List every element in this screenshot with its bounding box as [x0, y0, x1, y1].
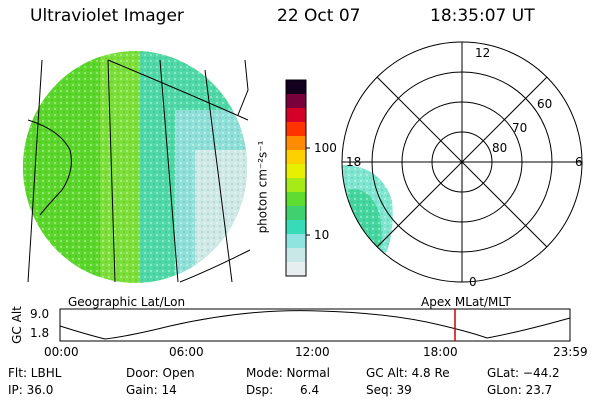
colorbar-tick-100: 100 [314, 141, 337, 155]
orbit-xtick-0000: 00:00 [44, 345, 79, 359]
gc-alt-info: GC Alt: 4.8 Re [366, 366, 450, 380]
mode-info: Mode: Normal [246, 366, 330, 380]
polar-image [342, 165, 393, 255]
door-info: Door: Open [126, 366, 195, 380]
polar-hour-0: 0 [469, 275, 477, 289]
glon-info: GLon: 23.7 [487, 383, 553, 397]
orbit-ylabel: GC Alt [9, 306, 24, 344]
instrument-title: Ultraviolet Imager [30, 6, 184, 26]
colorbar-unit-label: photon cm⁻²s⁻¹ [255, 140, 270, 234]
glat-info: GLat: −44.2 [487, 366, 560, 380]
orbit-xtick-1200: 12:00 [295, 345, 330, 359]
orbit-ymin: 1.8 [30, 326, 50, 340]
seq-info: Seq: 39 [366, 383, 412, 397]
colorbar-tick-10: 10 [314, 228, 330, 242]
geographic-image [23, 51, 247, 283]
colorbar [285, 79, 310, 277]
polar-lat-70: 70 [512, 121, 528, 135]
apex-panel-label: Apex MLat/MLT [421, 295, 511, 309]
orbit-plot [59, 308, 571, 342]
filter-info: Flt: LBHL [8, 366, 62, 380]
dsp-value: 6.4 [300, 383, 320, 397]
orbit-xtick-1800: 18:00 [423, 345, 458, 359]
orbit-ymax: 9.0 [30, 307, 50, 321]
orbit-xtick-2359: 23:59 [553, 345, 588, 359]
ip-info: IP: 36.0 [8, 383, 54, 397]
polar-hour-12: 12 [475, 46, 491, 60]
polar-lat-80: 80 [492, 141, 508, 155]
polar-lat-60: 60 [537, 97, 553, 111]
polar-grid [341, 41, 583, 283]
orbit-xtick-0600: 06:00 [169, 345, 204, 359]
dsp-label: Dsp: [246, 383, 274, 397]
polar-hour-18: 18 [346, 155, 362, 169]
geographic-panel-label: Geographic Lat/Lon [68, 295, 186, 309]
date-label: 22 Oct 07 [277, 6, 361, 26]
time-label: 18:35:07 UT [430, 6, 535, 26]
geographic-grid [27, 59, 251, 283]
gain-info: Gain: 14 [126, 383, 177, 397]
polar-hour-6: 6 [575, 155, 583, 169]
